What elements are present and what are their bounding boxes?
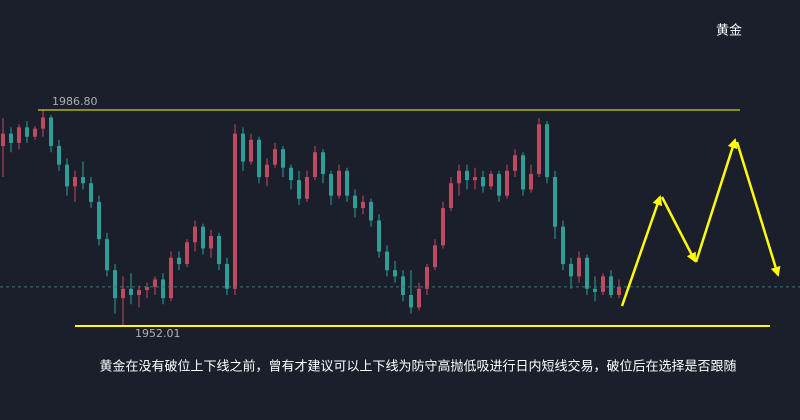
- candle-body: [337, 170, 341, 196]
- candle-body: [225, 263, 229, 289]
- candle-body: [41, 117, 45, 129]
- candle-body: [449, 183, 453, 209]
- candle-body: [81, 177, 85, 184]
- forecast-arrows: [620, 138, 781, 307]
- candle-body: [145, 286, 149, 291]
- candle-body: [545, 124, 549, 178]
- candle-body: [481, 177, 485, 187]
- candle-body: [377, 220, 381, 252]
- candle-body: [497, 173, 501, 196]
- candle-body: [1, 133, 5, 147]
- candle-body: [537, 124, 541, 174]
- candle-body: [89, 183, 93, 202]
- candle-body: [121, 288, 125, 299]
- candle-body: [185, 242, 189, 264]
- candle-body: [361, 201, 365, 209]
- candle-body: [345, 170, 349, 196]
- candle-body: [281, 149, 285, 168]
- level-label: 1952.01: [135, 327, 181, 340]
- candle-body: [209, 236, 213, 249]
- candle-body: [553, 177, 557, 227]
- candle-body: [585, 257, 589, 289]
- arrow: [694, 138, 738, 263]
- candle-body: [353, 195, 357, 209]
- candle-body: [137, 290, 141, 295]
- candle-body: [577, 257, 581, 277]
- candle-body: [489, 173, 493, 187]
- candle-body: [97, 201, 101, 240]
- candle-body: [129, 288, 133, 295]
- candle-body: [49, 117, 53, 147]
- candle-body: [329, 173, 333, 196]
- candle-body: [161, 279, 165, 299]
- candle-body: [417, 288, 421, 308]
- candle-body: [465, 170, 469, 181]
- candle-body: [409, 294, 413, 308]
- candle-body: [113, 270, 117, 299]
- level-label: 1986.80: [52, 95, 98, 108]
- candle-body: [369, 201, 373, 221]
- candle-body: [561, 226, 565, 264]
- plot: 1986.80 1952.01: [0, 95, 800, 340]
- candle-body: [17, 127, 21, 143]
- candle-body: [505, 170, 509, 196]
- candle-body: [385, 251, 389, 271]
- candle-body: [57, 146, 61, 165]
- candle-body: [65, 164, 69, 187]
- candle-body: [201, 226, 205, 249]
- candle-body: [521, 155, 525, 190]
- candle-body: [25, 127, 29, 137]
- candle-body: [393, 270, 397, 277]
- candle-body: [177, 257, 181, 264]
- chart-title: 黄金: [716, 23, 742, 39]
- caption: 黄金在没有破位上下线之前，曾有才建议可以上下线为防守高抛低吸进行日内短线交易，破…: [99, 359, 736, 375]
- candle-body: [273, 149, 277, 165]
- candle-body: [33, 128, 37, 137]
- arrow: [735, 141, 781, 277]
- candle-body: [9, 133, 13, 143]
- candle-body: [289, 167, 293, 181]
- candle-body: [617, 286, 621, 295]
- candle-body: [313, 152, 317, 178]
- candle-body: [401, 276, 405, 295]
- candle-body: [233, 133, 237, 289]
- candle-body: [529, 173, 533, 190]
- candle-body: [473, 177, 477, 181]
- candle-body: [153, 279, 157, 287]
- candle-body: [257, 139, 261, 178]
- candle-body: [241, 133, 245, 162]
- candle-body: [321, 152, 325, 174]
- candle-body: [265, 164, 269, 178]
- candle-body: [433, 245, 437, 268]
- arrow: [660, 196, 697, 263]
- candle-body: [609, 276, 613, 295]
- candle-body: [569, 263, 573, 277]
- candle-body: [169, 257, 173, 299]
- candle-body: [73, 177, 77, 187]
- candle-body: [593, 288, 597, 292]
- candle-body: [217, 236, 221, 264]
- candle-body: [601, 276, 605, 292]
- candle-body: [193, 226, 197, 243]
- candle-body: [297, 180, 301, 199]
- candle-body: [457, 170, 461, 184]
- candle-body: [105, 239, 109, 271]
- candle-body: [425, 267, 429, 289]
- arrow: [620, 195, 663, 307]
- candle-body: [305, 177, 309, 199]
- candle-body: [441, 208, 445, 246]
- candle-body: [513, 155, 517, 171]
- candle-body: [249, 139, 253, 162]
